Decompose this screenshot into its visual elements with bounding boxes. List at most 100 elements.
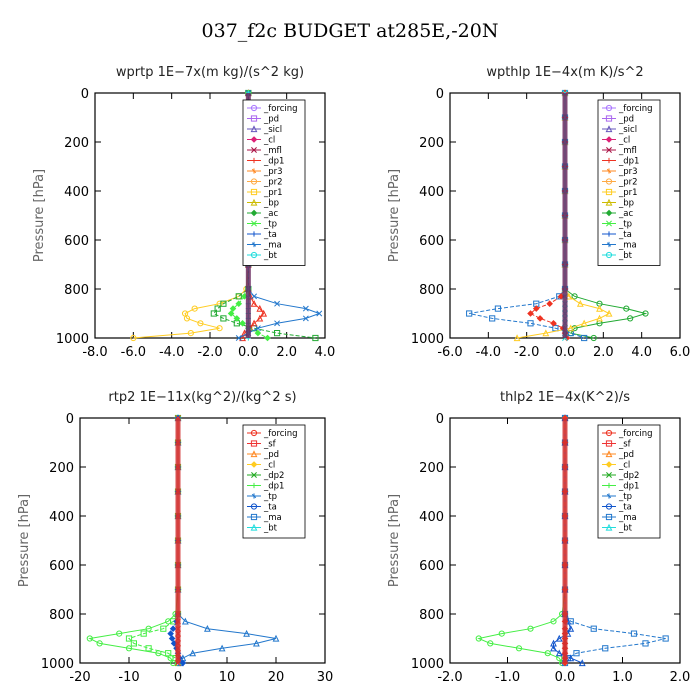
data-point: [181, 617, 189, 625]
data-point: [165, 650, 172, 657]
data-point: [550, 618, 557, 625]
data-point: [191, 305, 198, 312]
data-point: [642, 640, 649, 647]
legend-marker: [250, 188, 258, 196]
data-point: [125, 645, 133, 652]
data-point: [642, 310, 649, 317]
series-line: [133, 93, 249, 339]
data-point: [567, 324, 575, 332]
legend-label: _ta: [263, 503, 277, 513]
legend-marker: [251, 168, 257, 174]
data-point: [264, 334, 271, 342]
legend-marker: [250, 440, 258, 447]
legend-marker: [606, 472, 612, 478]
legend-label: _dp1: [618, 482, 639, 492]
legend-marker: [605, 125, 613, 133]
y-tick-label: 200: [49, 461, 74, 476]
legend-marker: [251, 231, 257, 237]
data-point: [274, 300, 281, 307]
x-tick-label: -6.0: [121, 345, 146, 360]
legend-label: _tp: [618, 492, 632, 502]
data-point: [602, 645, 609, 652]
legend-label: _mfl: [618, 146, 637, 156]
legend: _forcing_pd_sicl_cl_mfl_dp1_pr3_pr2_pr1_…: [597, 99, 661, 266]
page-title: 037_f2c BUDGET at285E,-20N: [201, 20, 499, 42]
y-tick-label: 400: [419, 185, 444, 200]
data-point: [96, 640, 103, 647]
legend-label: _pd: [263, 450, 279, 460]
legend-marker: [250, 209, 258, 217]
legend-marker: [605, 440, 613, 447]
legend-label: _dp1: [263, 157, 284, 167]
legend-marker: [250, 450, 258, 458]
data-point: [239, 334, 246, 342]
data-point: [466, 310, 473, 317]
data-point: [576, 299, 584, 307]
data-point: [235, 335, 242, 341]
data-point: [197, 320, 204, 327]
data-point: [542, 329, 550, 337]
legend-label: _cl: [618, 461, 630, 471]
legend-label: _pr1: [263, 188, 283, 198]
legend-label: _dp1: [263, 482, 284, 492]
legend-label: _ma: [618, 241, 637, 251]
legend-label: _tp: [263, 220, 277, 230]
legend-label: _pd: [618, 115, 634, 125]
y-tick-label: 400: [64, 185, 89, 200]
legend-label: _bp: [263, 199, 279, 209]
legend-marker: [251, 241, 257, 248]
data-point: [250, 299, 258, 307]
data-point: [256, 314, 264, 322]
legend-label: _forcing: [618, 429, 653, 439]
data-point: [145, 625, 152, 632]
data-point: [220, 315, 227, 322]
legend-marker: [250, 136, 258, 143]
legend-label: _sf: [618, 440, 632, 450]
legend-label: _pr1: [618, 188, 638, 198]
legend-marker: [606, 241, 612, 248]
zero-series-bundle: [175, 418, 181, 663]
data-point: [203, 624, 211, 632]
legend-marker: [605, 513, 613, 521]
legend-label: _pr3: [263, 167, 283, 177]
plot-frame: [79, 417, 326, 664]
legend-label: _dp2: [263, 471, 284, 481]
y-tick-label: 800: [419, 608, 444, 623]
legend-label: _pd: [618, 450, 634, 460]
legend-label: _pr2: [263, 178, 283, 188]
legend-marker: [606, 157, 612, 164]
x-tick-label: -2.0: [514, 345, 539, 360]
data-point: [596, 304, 603, 312]
x-tick-label: 20: [268, 670, 285, 685]
data-point: [567, 654, 575, 662]
series-line: [128, 418, 179, 664]
data-point: [273, 330, 281, 337]
x-tick-label: 4.0: [631, 345, 652, 360]
legend: _forcing_pd_sicl_cl_mfl_dp1_pr3_pr2_pr1_…: [242, 99, 306, 266]
legend-marker: [250, 104, 258, 112]
chart-panel-2: wpthlp 1E−4x(m K)/s^2 Pressure [hPa] 0 200 4…: [387, 65, 690, 360]
data-point: [571, 293, 578, 300]
y-tick-label: 200: [64, 136, 89, 151]
data-point: [475, 635, 482, 642]
legend-label: _cl: [618, 136, 630, 146]
x-tick-label: 0.0: [555, 670, 576, 685]
x-tick-label: -10: [118, 670, 139, 685]
y-tick-label: 1000: [411, 657, 444, 672]
chart-panel-3: rtp2 1E−11x(kg^2)/(kg^2 s) Pressure [hPa]…: [17, 390, 333, 685]
data-point: [252, 639, 260, 647]
y-tick-label: 800: [64, 283, 89, 298]
legend-marker: [605, 251, 613, 259]
legend-label: _ma: [263, 513, 282, 523]
x-tick-label: 0.0: [555, 345, 576, 360]
legend-marker: [250, 178, 258, 185]
legend-marker: [251, 147, 257, 153]
legend-label: _tp: [263, 492, 277, 502]
legend: _forcing_sf_pd_cl_dp2_dp1_tp_ta_ma_bt: [242, 424, 306, 539]
y-tick-label: 200: [419, 136, 444, 151]
x-tick-label: 1.0: [612, 670, 633, 685]
data-point: [573, 650, 580, 657]
legend-label: _pd: [263, 115, 279, 125]
legend-marker: [250, 125, 258, 133]
data-point: [256, 304, 264, 312]
